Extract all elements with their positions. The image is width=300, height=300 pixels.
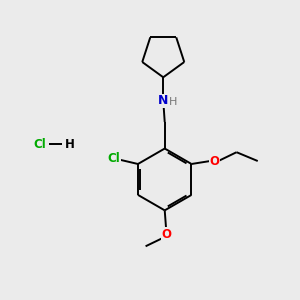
Text: Cl: Cl [33, 138, 46, 151]
Text: O: O [161, 228, 171, 241]
Text: H: H [169, 97, 178, 107]
Text: O: O [209, 154, 220, 167]
Text: Cl: Cl [107, 152, 120, 166]
Text: N: N [158, 94, 168, 107]
Text: H: H [65, 138, 75, 151]
